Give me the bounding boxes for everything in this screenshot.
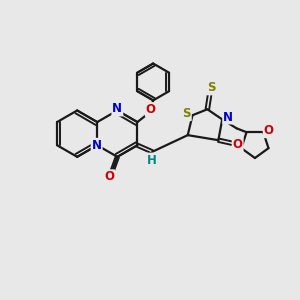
Text: N: N — [223, 110, 233, 124]
Text: O: O — [264, 124, 274, 137]
Text: N: N — [112, 103, 122, 116]
Text: H: H — [147, 154, 157, 166]
Text: O: O — [233, 138, 243, 151]
Text: O: O — [146, 103, 156, 116]
Text: S: S — [182, 107, 191, 120]
Text: N: N — [92, 139, 102, 152]
Text: O: O — [104, 170, 114, 183]
Text: S: S — [207, 81, 215, 94]
